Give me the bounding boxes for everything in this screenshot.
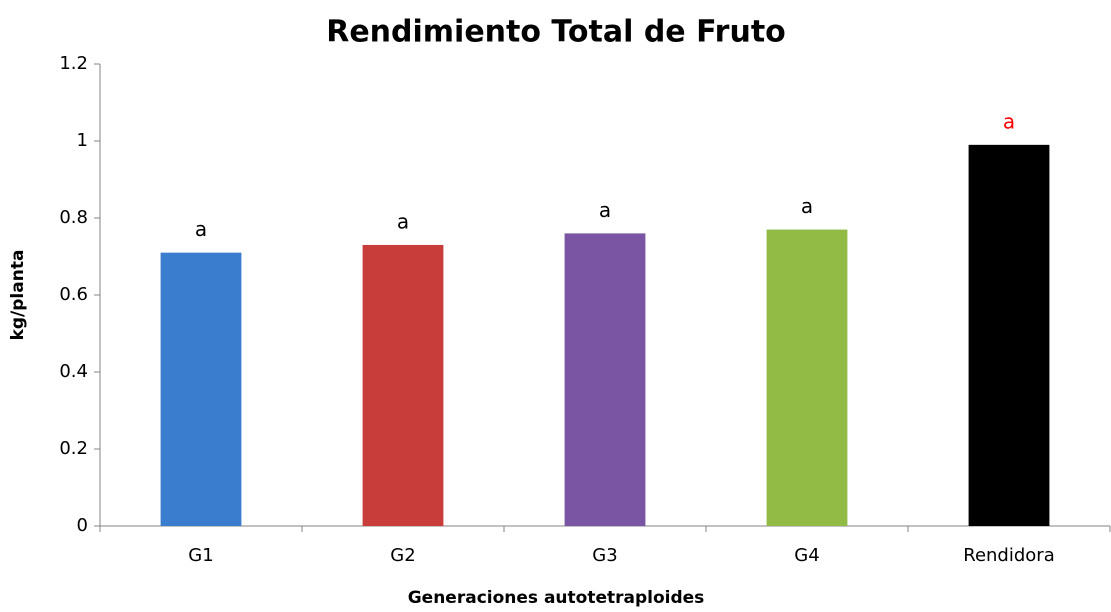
x-tick-label: Rendidora (963, 545, 1054, 566)
bar (160, 252, 242, 526)
annotation: a (599, 198, 611, 222)
y-tick-label: 0.2 (59, 438, 88, 459)
x-tick-label: G2 (390, 545, 415, 566)
annotation: a (1003, 109, 1015, 133)
bar (564, 233, 646, 526)
bar (766, 229, 848, 527)
y-tick-label: 0.4 (59, 361, 88, 382)
x-tick-label: G4 (794, 545, 819, 566)
x-tick-label: G1 (188, 545, 213, 566)
y-tick-label: 0.8 (59, 207, 88, 228)
y-axis-label: kg/planta (8, 250, 28, 341)
y-tick-label: 0.6 (59, 284, 88, 305)
y-tick-label: 0 (77, 515, 88, 536)
y-tick-label: 1 (77, 130, 88, 151)
bar (362, 244, 444, 526)
annotation: a (397, 209, 409, 233)
annotation: a (195, 217, 207, 241)
x-tick-label: G3 (592, 545, 617, 566)
annotation: a (801, 194, 813, 218)
chart-title: Rendimiento Total de Fruto (326, 15, 786, 50)
x-axis-label: Generaciones autotetraploides (408, 588, 705, 608)
bar (968, 144, 1050, 526)
y-tick-label: 1.2 (59, 53, 88, 74)
